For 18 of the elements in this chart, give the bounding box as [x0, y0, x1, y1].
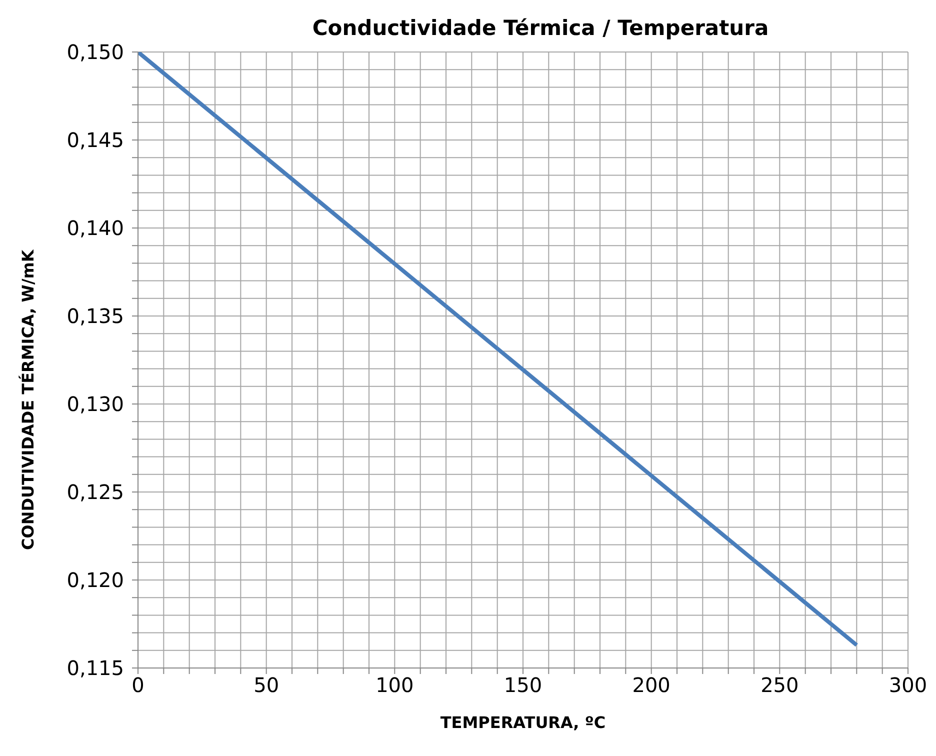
- y-axis-title: CONDUTIVIDADE TÉRMICA, W/mK: [18, 249, 38, 550]
- y-tick-label: 0,120: [66, 568, 124, 592]
- y-tick-label: 0,135: [66, 304, 124, 328]
- x-tick-label: 300: [888, 673, 928, 697]
- y-tick-label: 0,125: [66, 480, 124, 504]
- x-tick-label: 100: [376, 673, 414, 697]
- y-tick-label: 0,115: [66, 656, 124, 680]
- y-tick-label: 0,150: [66, 40, 124, 64]
- y-tick-label: 0,145: [66, 128, 124, 152]
- x-axis-title: TEMPERATURA, ºC: [440, 713, 606, 732]
- x-tick-label: 50: [254, 673, 280, 697]
- x-tick-label: 250: [760, 673, 799, 697]
- y-tick-label: 0,140: [66, 216, 124, 240]
- y-tick-label: 0,130: [66, 392, 124, 416]
- x-tick-label: 150: [504, 673, 542, 697]
- x-tick-label: 200: [632, 673, 670, 697]
- x-tick-label: 0: [132, 673, 144, 697]
- chart-title: Conductividade Térmica / Temperatura: [311, 16, 770, 40]
